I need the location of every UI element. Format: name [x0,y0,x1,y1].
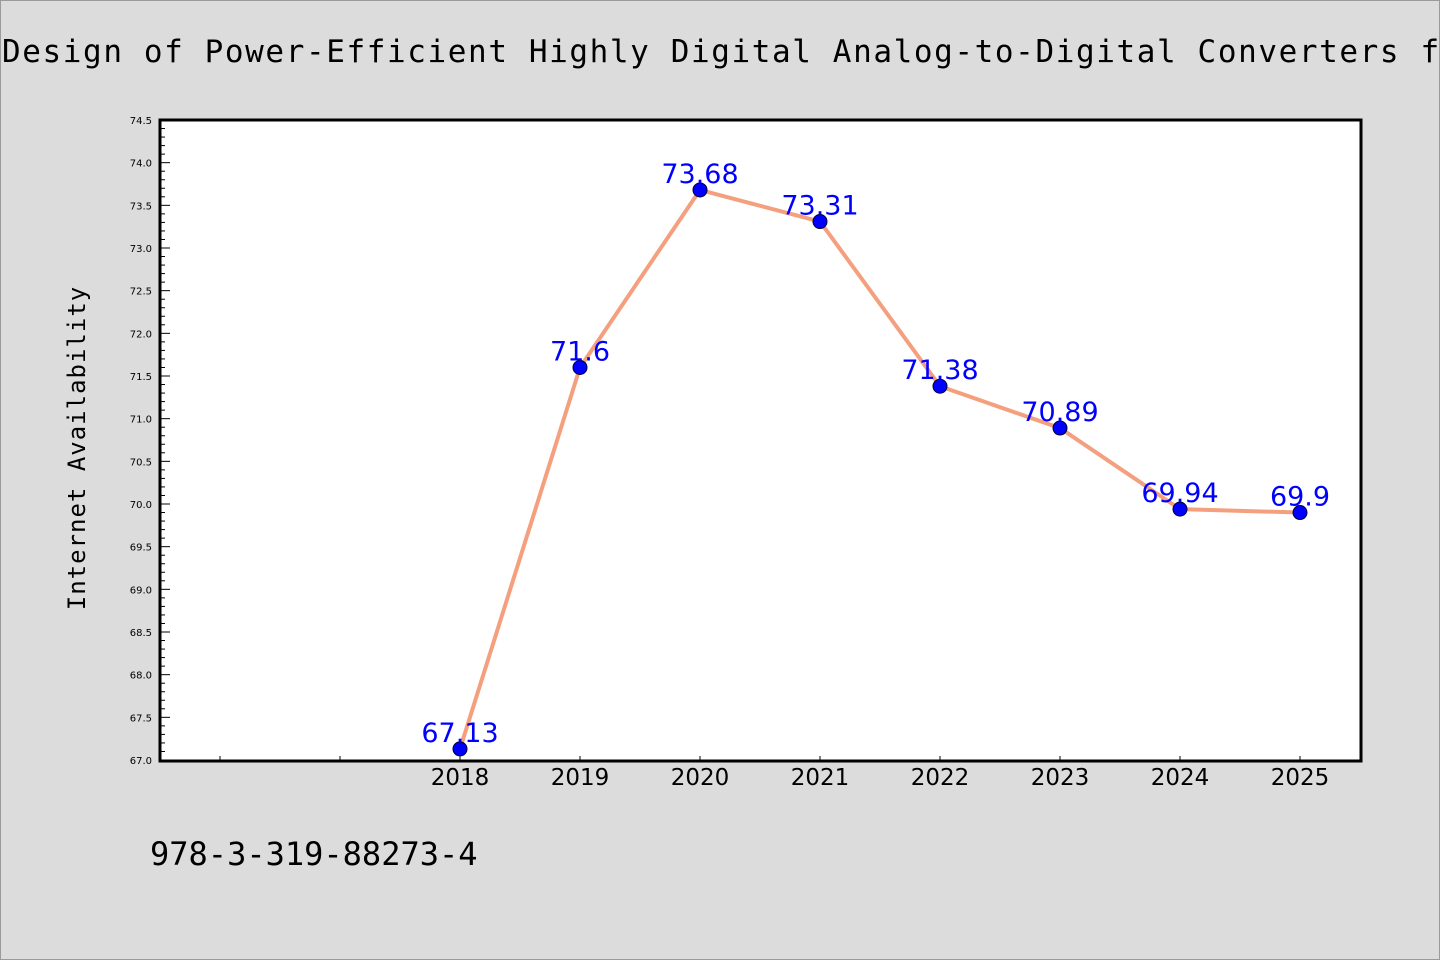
x-tick-label: 2018 [431,765,490,791]
isbn-label: 978-3-319-88273-4 [150,835,478,873]
data-point [452,741,468,757]
data-point [572,359,588,375]
y-tick-label: 73.0 [130,244,152,255]
y-tick-label: 68.0 [130,671,152,682]
x-tick-label: 2022 [911,765,970,791]
y-tick-label: 72.0 [130,329,152,340]
y-tick-label: 70.0 [130,500,152,511]
data-point [1172,501,1188,517]
data-label: 73.68 [661,159,738,190]
data-label: 70.89 [1021,397,1098,428]
y-tick-label: 72.5 [130,287,152,298]
x-axis: 2018 2019 2020 2021 2022 2023 2024 2025 [219,756,1330,791]
x-tick-label: 2024 [1151,765,1210,791]
y-tick-label: 67.5 [130,713,152,724]
series-layer [452,182,1308,757]
y-tick-label: 74.0 [130,159,152,170]
data-label: 67.13 [421,718,498,749]
data-label: 71.38 [901,355,978,386]
y-tick-label: 71.0 [130,415,152,426]
y-tick-label: 69.5 [130,543,152,554]
y-tick-label: 73.5 [130,201,152,212]
data-point [1292,505,1308,521]
data-label: 71.6 [550,336,610,367]
y-tick-label: 74.5 [130,116,152,127]
data-label-layer: 67.13 71.6 73.68 73.31 71.38 70.89 69.94 69.9 [421,159,1330,749]
y-axis-label: Internet Availability [63,286,91,610]
y-tick-label: 68.5 [130,628,152,639]
data-point [812,214,828,230]
data-label: 69.9 [1270,482,1330,513]
data-label: 69.94 [1141,478,1218,509]
y-axis: 67.0 67.5 68.0 68.5 69.0 69.5 70.0 70.5 71.0 71.5… [130,116,170,767]
y-tick-label: 70.5 [130,457,152,468]
y-tick-label: 71.5 [130,372,152,383]
series-line [458,187,1302,751]
data-point [932,378,948,394]
x-tick-label: 2020 [671,765,730,791]
y-tick-label: 67.0 [130,756,152,767]
data-point [1052,420,1068,436]
x-tick-label: 2019 [551,765,610,791]
x-tick-label: 2021 [791,765,850,791]
data-point [692,182,708,198]
x-tick-label: 2025 [1271,765,1330,791]
x-tick-label: 2023 [1031,765,1090,791]
data-label: 73.31 [781,191,858,222]
chart-title: Design of Power-Efficient Highly Digital… [2,34,1440,70]
y-tick-label: 69.0 [130,585,152,596]
plot-area [158,118,1363,763]
